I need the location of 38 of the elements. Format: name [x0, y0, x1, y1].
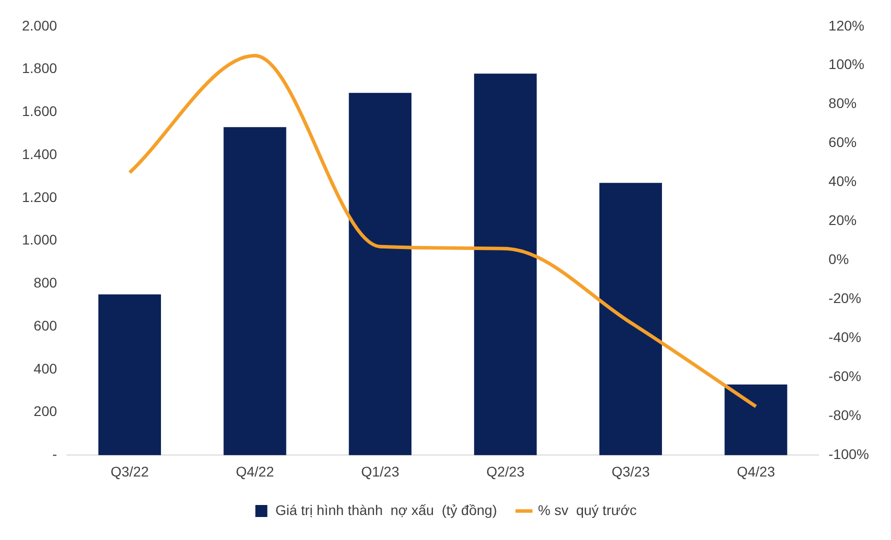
y2-tick-label: 40% [828, 173, 857, 190]
y2-tick-label: -100% [828, 446, 869, 462]
y-tick-label: 1.600 [22, 103, 58, 120]
x-tick-label: Q1/23 [361, 463, 400, 480]
y2-tick-label: -60% [828, 368, 862, 384]
y2-tick-label: 120% [828, 17, 864, 34]
y-tick-label: 200 [34, 403, 58, 420]
y-tick-label: 1.400 [22, 146, 58, 162]
bar [98, 294, 161, 456]
y-tick-label: 2.000 [22, 17, 58, 34]
x-tick-label: Q4/22 [236, 463, 274, 480]
y-tick-label: 400 [34, 360, 58, 376]
legend-label: Giá trị hình thành nợ xấu (tỷ đồng) [275, 502, 497, 518]
bar [724, 384, 788, 456]
y-tick-label: - [52, 446, 58, 462]
y2-tick-label: 80% [828, 95, 857, 112]
line-series [128, 54, 758, 408]
y2-tick-label: 0% [828, 251, 849, 268]
y-tick-label: 1.000 [22, 232, 58, 248]
bar [348, 92, 412, 456]
y2-tick-label: -40% [828, 329, 862, 346]
bar [224, 127, 286, 456]
y-tick-label: 800 [34, 274, 58, 291]
y2-tick-label: -20% [828, 290, 862, 306]
bar [474, 74, 537, 456]
y-tick-label: 1.200 [22, 188, 58, 205]
y-tick-label: 600 [34, 317, 58, 334]
y2-tick-label: 100% [828, 56, 864, 72]
x-tick-label: Q3/22 [110, 463, 149, 480]
y2-tick-label: -80% [828, 407, 862, 424]
legend-label: % sv quý trước [538, 502, 637, 518]
y-tick-label: 1.800 [22, 60, 58, 76]
x-tick-label: Q2/23 [486, 463, 525, 480]
y2-tick-label: 60% [828, 134, 857, 150]
bar [599, 182, 662, 456]
y2-tick-label: 20% [828, 212, 857, 228]
x-tick-label: Q4/23 [736, 463, 776, 480]
x-tick-label: Q3/23 [612, 463, 650, 480]
